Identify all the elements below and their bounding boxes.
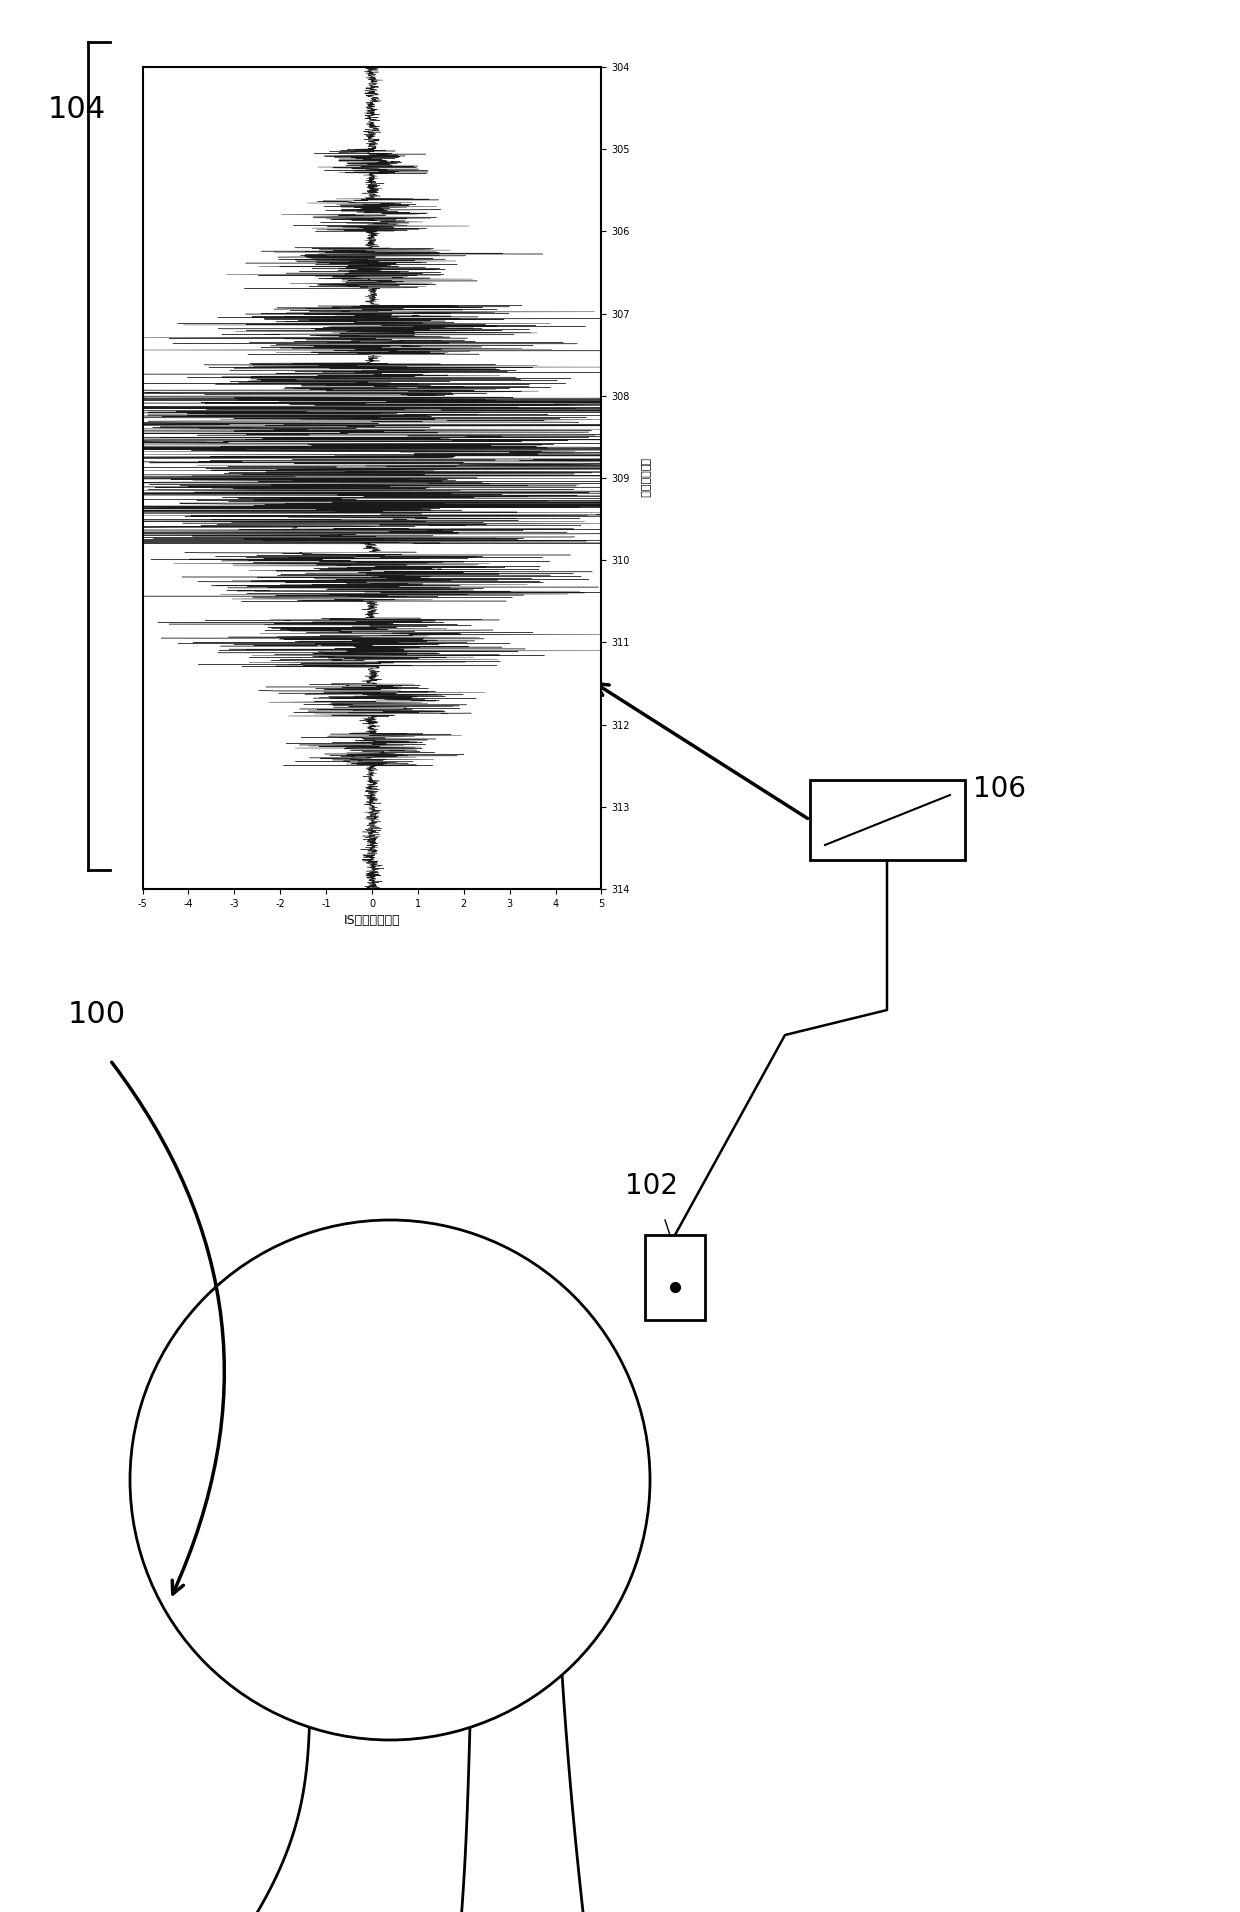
- Bar: [810, 780, 965, 860]
- Text: 102: 102: [625, 1172, 678, 1201]
- Text: 106: 106: [973, 774, 1025, 803]
- Text: 100: 100: [68, 1000, 126, 1029]
- Text: 104: 104: [48, 96, 107, 124]
- Bar: [645, 1235, 706, 1319]
- X-axis label: IS呈谱分布等级: IS呈谱分布等级: [343, 914, 401, 927]
- Circle shape: [130, 1220, 650, 1740]
- Y-axis label: 时间（毫秒）: 时间（毫秒）: [639, 459, 649, 497]
